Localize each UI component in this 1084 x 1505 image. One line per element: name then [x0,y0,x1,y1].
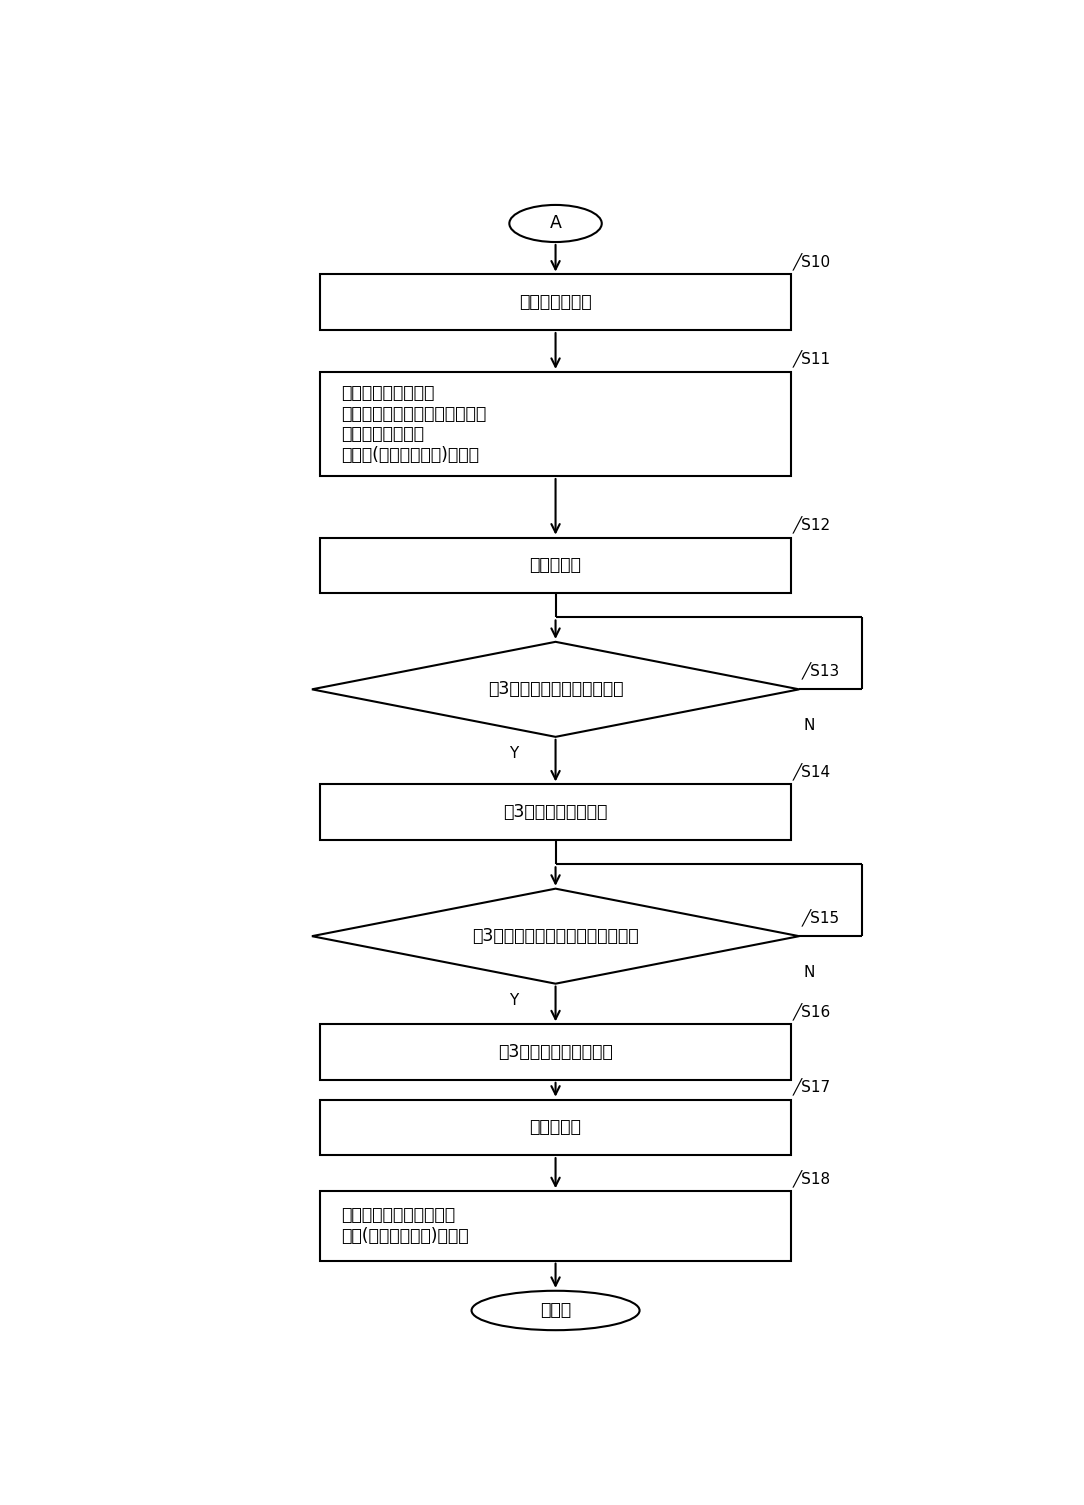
Text: ゲーム開始: ゲーム開始 [530,557,581,575]
Ellipse shape [509,205,602,242]
Text: ╱S14: ╱S14 [792,763,830,781]
FancyBboxPatch shape [321,274,791,330]
Text: ╱S15: ╱S15 [802,909,840,927]
Text: N: N [803,965,815,980]
Text: エンド: エンド [540,1302,571,1320]
Text: ・ミッションを決定
・敵対関係又は味方関係を決定
・ステージを決定
・情報(パラメータ等)の変更: ・ミッションを決定 ・敵対関係又は味方関係を決定 ・ステージを決定 ・情報(パラ… [341,384,487,464]
FancyBboxPatch shape [321,1025,791,1081]
Text: A: A [550,215,562,232]
Text: 第3者キャラクタ参戦開始？: 第3者キャラクタ参戦開始？ [488,680,623,698]
Text: ╱S16: ╱S16 [792,1004,830,1020]
Text: ╱S11: ╱S11 [792,351,830,369]
Polygon shape [312,888,799,984]
Ellipse shape [472,1291,640,1330]
Text: N: N [803,718,815,733]
Text: ゲーム終了: ゲーム終了 [530,1118,581,1136]
Text: ゲーム結果に基づいて、
情報(パラメータ等)を更新: ゲーム結果に基づいて、 情報(パラメータ等)を更新 [341,1207,469,1245]
FancyBboxPatch shape [321,1100,791,1156]
Text: ╱S12: ╱S12 [792,516,830,534]
Text: Y: Y [508,993,518,1008]
Text: Y: Y [508,746,518,762]
Text: ╱S13: ╱S13 [802,662,840,680]
Text: 第3者キャラクタ参戦: 第3者キャラクタ参戦 [503,804,608,822]
Polygon shape [312,641,799,737]
FancyBboxPatch shape [321,372,791,476]
Text: ╱S18: ╱S18 [792,1169,830,1187]
Text: ╱S10: ╱S10 [792,253,830,271]
FancyBboxPatch shape [321,784,791,840]
Text: ╱S17: ╱S17 [792,1079,830,1096]
FancyBboxPatch shape [321,537,791,593]
FancyBboxPatch shape [321,1190,791,1261]
Text: マッチング設定: マッチング設定 [519,293,592,312]
Text: 第3者キャラクタの参戦期間終了？: 第3者キャラクタの参戦期間終了？ [473,927,638,945]
Text: 第3者キャラクタの退去: 第3者キャラクタの退去 [499,1043,612,1061]
